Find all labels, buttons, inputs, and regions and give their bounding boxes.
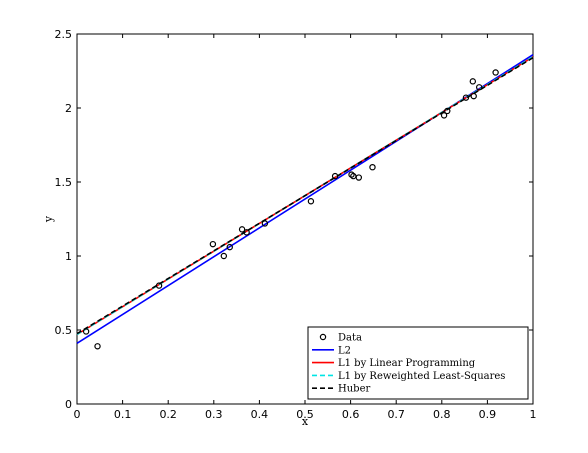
legend-label: L1 by Reweighted Least-Squares: [338, 371, 505, 382]
x-tick-label: 1: [530, 408, 537, 421]
data-point: [226, 243, 233, 251]
data-point: [470, 92, 477, 100]
data-point: [440, 112, 448, 119]
x-tick-label: 0.4: [251, 408, 269, 421]
data-point: [155, 282, 163, 289]
data-point: [355, 174, 363, 181]
legend-box: [307, 326, 529, 400]
x-tick-label: 0.8: [433, 408, 451, 421]
x-axis-label: x: [302, 415, 309, 428]
data-point: [307, 198, 315, 205]
series-line-huber: [76, 56, 534, 335]
x-tick-label: 0.7: [387, 408, 405, 421]
y-tick-label: 2.5: [55, 28, 73, 41]
x-tick-label: 0.9: [479, 408, 497, 421]
data-point: [243, 229, 250, 236]
legend-label: L1 by Linear Programming: [338, 358, 476, 369]
data-point: [238, 226, 246, 233]
x-tick-label: 0.2: [159, 408, 177, 421]
data-point: [462, 94, 470, 101]
y-tick-label: 0: [65, 398, 72, 411]
data-point: [469, 78, 477, 85]
data-point: [331, 172, 339, 180]
data-point: [94, 343, 101, 350]
ticks-layer: 0 0.1 0.2 0.3 0.4 0.5 0.6 0.7 0.8 0.9 1 0 0.5 1 1.5 2 2.…: [55, 28, 537, 421]
y-tick-label: 1.5: [55, 176, 73, 189]
x-tick-label: 0.3: [205, 408, 223, 421]
series-layer: [76, 54, 534, 344]
data-point: [369, 163, 376, 171]
data-point: [209, 240, 217, 248]
data-point: [220, 252, 228, 260]
data-point: [444, 107, 451, 115]
data-point: [475, 84, 483, 91]
legend-label: Data: [338, 333, 362, 344]
data-point: [261, 220, 269, 227]
x-tick-label: 0.6: [342, 408, 360, 421]
data-point: [492, 69, 499, 76]
legend-marker-data: [319, 333, 327, 341]
y-tick-label: 0.5: [55, 324, 73, 337]
y-tick-label: 2: [65, 102, 72, 115]
x-tick-label: 0.5: [296, 408, 314, 421]
points-layer: [82, 69, 499, 350]
data-point: [82, 328, 90, 335]
x-tick-label: 0.1: [114, 408, 132, 421]
data-point: [350, 172, 357, 180]
legend-label: L2: [338, 345, 351, 356]
y-tick-label: 1: [65, 250, 72, 263]
legend-label: Huber: [338, 384, 370, 395]
y-axis-label: y: [42, 215, 55, 223]
x-tick-label: 0: [74, 408, 81, 421]
